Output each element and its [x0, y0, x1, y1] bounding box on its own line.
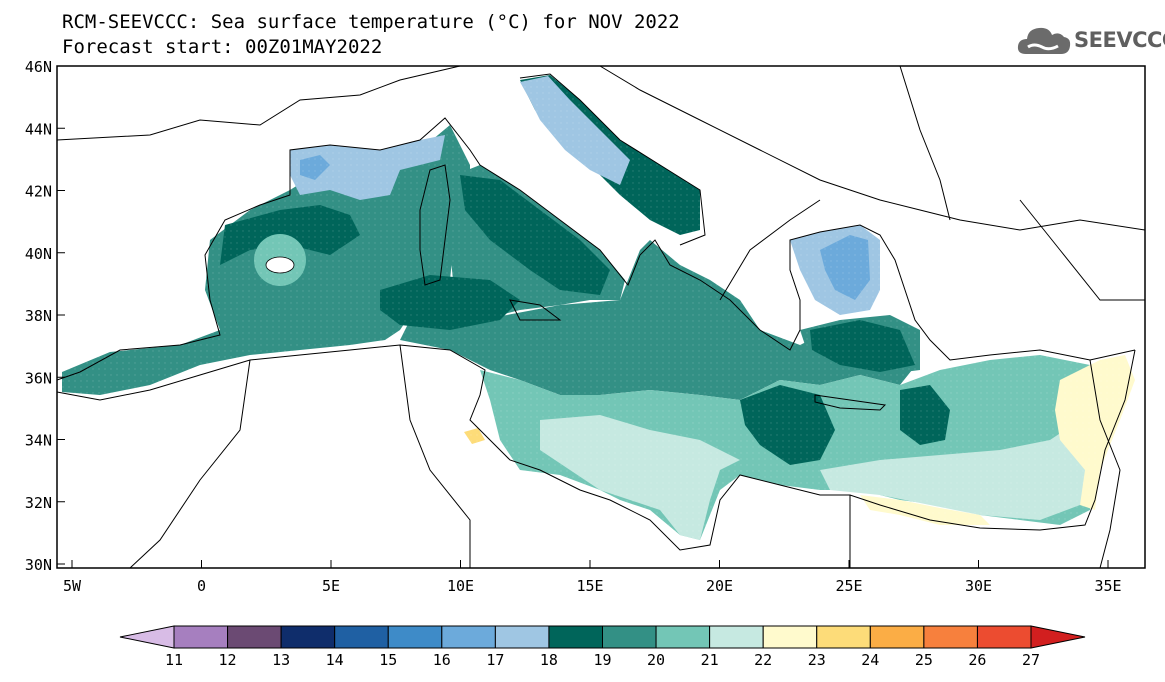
lon-tick-label: 35E: [1094, 577, 1121, 595]
colorbar-label: 12: [219, 651, 237, 669]
lon-tick-label: 5E: [322, 577, 340, 595]
cloud-logo-icon: [1017, 27, 1071, 54]
colorbar-label: 24: [861, 651, 879, 669]
logo-text: SEEVCCC: [1074, 28, 1165, 52]
colorbar-bin: [494, 625, 550, 649]
colorbar-label: 26: [968, 651, 986, 669]
longitude-axis: 5W 0 5E 10E 15E 20E 25E 30E 35E: [63, 560, 1122, 595]
map-frame: [56, 65, 1146, 569]
coastlines: [56, 65, 1146, 569]
colorbar-label: 17: [486, 651, 504, 669]
lat-tick-label: 34N: [25, 432, 52, 450]
colorbar-bin: [655, 625, 711, 649]
colorbar-bin: [548, 625, 603, 649]
lat-tick-label: 42N: [25, 183, 52, 201]
colorbar-label: 15: [379, 651, 397, 669]
colorbar-label: 16: [433, 651, 451, 669]
colorbar-label: 25: [915, 651, 933, 669]
colorbar-bin: [334, 625, 389, 649]
colorbar-bin: [869, 625, 925, 649]
colorbar-bin: [816, 625, 871, 649]
lon-tick-label: 0: [197, 577, 206, 595]
map-title: RCM-SEEVCCC: Sea surface temperature (°C…: [62, 11, 680, 33]
lat-tick-label: 36N: [25, 369, 52, 387]
colorbar-bin: [976, 625, 1032, 649]
colorbar-bin: [387, 625, 443, 649]
lat-tick-label: 38N: [25, 307, 52, 325]
colorbar-bin: [602, 625, 657, 649]
colorbar-bin: [280, 625, 336, 649]
sea-fill-layer: [57, 66, 1145, 568]
lon-tick-label: 15E: [576, 577, 603, 595]
colorbar-label: 27: [1022, 651, 1040, 669]
colorbar-bin: [441, 625, 496, 649]
lon-tick-label: 20E: [706, 577, 733, 595]
colorbar-bin: [762, 625, 818, 649]
latitude-axis: 30N 32N 34N 36N 38N 40N 42N 44N 46N: [25, 58, 65, 574]
colorbar: 11 12 13 14 15 16 17 18 19 20 21 22 23 24 25 26 27: [119, 625, 1086, 669]
lat-tick-label: 40N: [25, 245, 52, 263]
colorbar-bin: [173, 625, 229, 649]
lat-tick-label: 30N: [25, 556, 52, 574]
colorbar-label: 21: [701, 651, 719, 669]
map-subtitle: Forecast start: 00Z01MAY2022: [62, 36, 383, 58]
lat-tick-label: 32N: [25, 494, 52, 512]
lat-tick-label: 46N: [25, 58, 52, 76]
seevccc-logo: SEEVCCC: [1016, 22, 1165, 62]
lon-tick-label: 5W: [63, 577, 82, 595]
colorbar-high-arrow: [1030, 625, 1086, 649]
lon-tick-label: 10E: [447, 577, 474, 595]
colorbar-low-arrow: [119, 625, 175, 649]
colorbar-label: 20: [647, 651, 665, 669]
colorbar-label: 11: [165, 651, 183, 669]
lat-tick-label: 44N: [25, 120, 52, 138]
colorbar-label: 13: [272, 651, 290, 669]
lon-tick-label: 25E: [835, 577, 862, 595]
colorbar-label: 22: [754, 651, 772, 669]
lon-tick-label: 30E: [965, 577, 992, 595]
colorbar-bin: [709, 625, 764, 649]
colorbar-bin: [923, 625, 978, 649]
colorbar-label: 23: [808, 651, 826, 669]
colorbar-label: 19: [593, 651, 611, 669]
colorbar-label: 14: [326, 651, 344, 669]
colorbar-label: 18: [540, 651, 558, 669]
colorbar-bin: [227, 625, 282, 649]
